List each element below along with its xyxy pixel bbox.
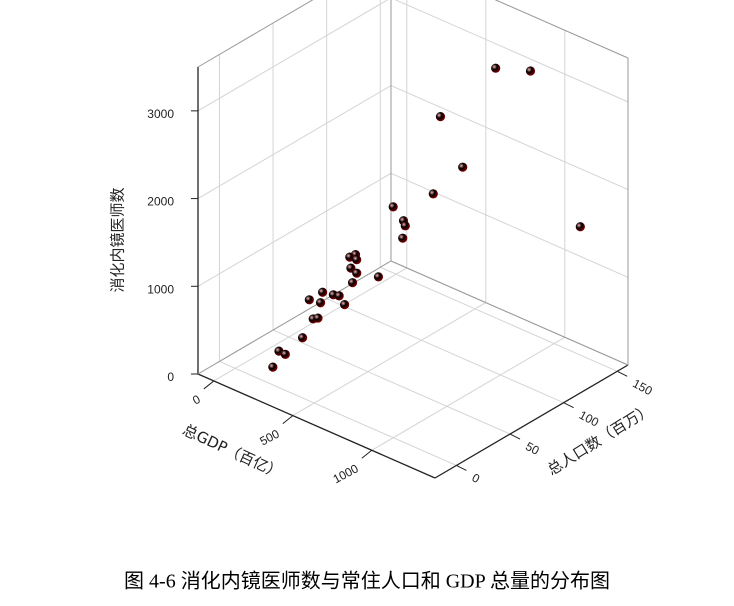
axis-line xyxy=(434,364,629,479)
axis-line xyxy=(197,0,314,68)
y-tick-label: 50 xyxy=(523,439,542,458)
point xyxy=(340,300,350,310)
grid-line xyxy=(219,360,457,466)
axis-line xyxy=(197,260,392,375)
grid-line xyxy=(390,85,629,191)
point xyxy=(304,295,314,305)
grid-line xyxy=(394,0,629,103)
point xyxy=(435,112,446,122)
point xyxy=(458,162,468,172)
x-tick-label: 1000 xyxy=(331,461,361,486)
x-tick-label: 500 xyxy=(257,427,282,449)
point xyxy=(491,63,501,73)
grid xyxy=(197,0,629,466)
tick-mark xyxy=(203,380,215,390)
point xyxy=(373,272,384,282)
grid-line xyxy=(292,302,487,417)
tick-mark xyxy=(563,402,574,409)
tick-mark xyxy=(456,464,467,471)
point xyxy=(575,222,585,232)
tick-mark xyxy=(617,370,628,377)
grid-line xyxy=(380,266,618,372)
point xyxy=(347,278,358,288)
y-tick-label: 0 xyxy=(470,471,483,487)
point xyxy=(388,202,398,212)
y-tick-label: 100 xyxy=(577,408,602,430)
tick-mark xyxy=(361,449,373,459)
tick-mark xyxy=(282,415,294,424)
z-tick-label: 3000 xyxy=(147,107,174,121)
point xyxy=(313,313,323,323)
axis-line xyxy=(390,260,629,366)
z-tick-label: 0 xyxy=(167,370,174,384)
point xyxy=(315,298,326,308)
point xyxy=(268,362,278,372)
point xyxy=(398,233,408,243)
point xyxy=(428,189,438,199)
point xyxy=(400,221,410,231)
z-axis-label: 消化内镜医师数 xyxy=(109,187,127,292)
grid-line xyxy=(197,85,392,200)
points xyxy=(268,63,585,372)
caption: 图 4-6 消化内镜医师数与常住人口和 GDP 总量的分布图 xyxy=(124,570,610,593)
grid-line xyxy=(213,267,408,382)
point xyxy=(318,287,328,297)
z-tick-label: 1000 xyxy=(147,282,174,296)
grid-line xyxy=(326,298,564,404)
tick-mark xyxy=(509,433,521,440)
grid-line xyxy=(390,172,629,278)
grid-line xyxy=(272,329,511,435)
point xyxy=(525,66,536,76)
axis-line xyxy=(197,373,436,479)
z-tick-label: 2000 xyxy=(147,195,174,209)
y-tick-label: 150 xyxy=(630,376,655,398)
point xyxy=(352,255,362,265)
grid-line xyxy=(371,336,566,451)
grid-line xyxy=(197,172,392,287)
point xyxy=(297,333,308,343)
point xyxy=(352,268,362,278)
x-tick-label: 0 xyxy=(190,392,203,408)
grid-line xyxy=(197,0,389,112)
point xyxy=(334,291,344,301)
point xyxy=(280,349,290,359)
axis-line xyxy=(494,0,629,59)
y-axis-label: 总人口数（百万） xyxy=(544,400,655,479)
